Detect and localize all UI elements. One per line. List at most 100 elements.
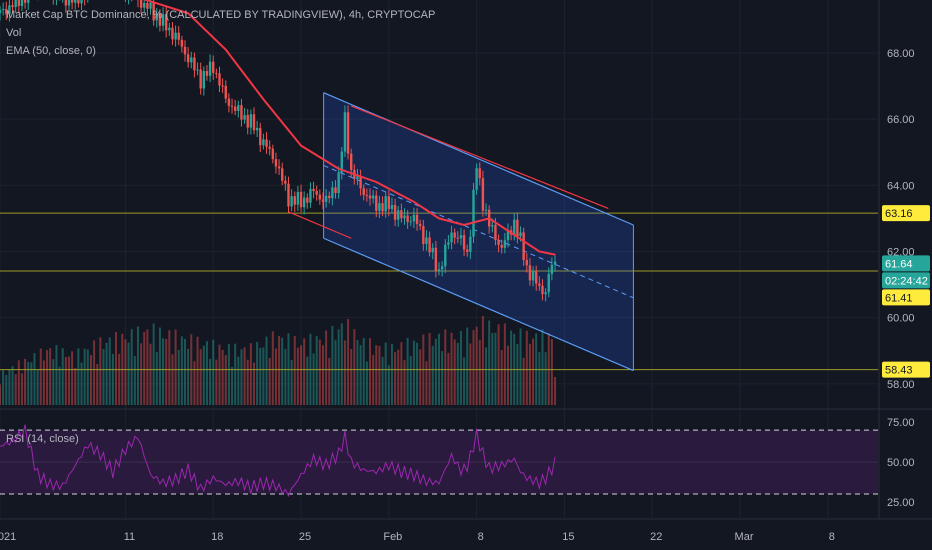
volume-bar <box>296 347 299 405</box>
candle-body <box>243 115 246 120</box>
volume-bar <box>108 337 111 405</box>
price-label-badge <box>882 205 930 222</box>
volume-bar <box>67 356 70 405</box>
volume-bar <box>77 348 80 405</box>
volume-bar <box>353 329 356 405</box>
volume-bar <box>246 359 249 405</box>
candle-body <box>237 105 240 111</box>
volume-bar <box>506 345 509 405</box>
volume-bar <box>5 374 8 405</box>
candle-body <box>375 195 378 211</box>
candle-body <box>384 196 387 212</box>
candle-body <box>252 114 256 131</box>
volume-bar <box>369 338 372 405</box>
volume-bar <box>328 357 331 405</box>
candle-body <box>553 261 557 265</box>
volume-bar <box>240 349 243 405</box>
candle-body <box>371 195 375 199</box>
candle-body <box>497 239 500 245</box>
time-tick-label: 8 <box>829 531 835 543</box>
volume-bar <box>365 361 368 405</box>
volume-bar <box>36 369 39 405</box>
volume-bar <box>111 353 114 405</box>
candle-body <box>362 188 365 196</box>
candle-body <box>350 153 353 170</box>
candle-body <box>161 14 165 26</box>
volume-bar <box>259 347 262 405</box>
rsi-tick-label: 25.00 <box>887 497 915 509</box>
candle-body <box>478 168 481 179</box>
candle-body <box>306 197 309 203</box>
volume-bar <box>300 345 303 405</box>
candle-body <box>400 210 403 219</box>
candle-body <box>74 0 77 3</box>
volume-bar <box>459 331 462 405</box>
volume-bar <box>406 338 409 405</box>
volume-bar <box>14 374 17 405</box>
volume-bar <box>86 349 89 405</box>
ema-legend[interactable]: EMA (50, close, 0) <box>6 45 96 57</box>
volume-bar <box>497 324 500 405</box>
volume-bar <box>528 343 531 405</box>
candle-body <box>500 244 503 248</box>
volume-bar <box>268 357 271 405</box>
volume-bar <box>306 356 309 405</box>
candle-body <box>378 203 381 211</box>
candle-body <box>259 127 262 146</box>
volume-bar <box>187 348 190 405</box>
volume-bar <box>337 329 340 405</box>
volume-bar <box>356 340 359 405</box>
channel-mid-line <box>323 164 634 299</box>
volume-bar <box>419 349 422 405</box>
volume-bar <box>522 357 525 405</box>
candle-body <box>340 151 343 173</box>
rsi-legend[interactable]: RSI (14, close) <box>6 433 79 445</box>
candle-body <box>491 225 494 227</box>
candle-body <box>11 5 14 8</box>
candle-body <box>20 0 24 7</box>
candle-body <box>190 57 193 63</box>
candle-body <box>519 232 522 237</box>
candle-body <box>1 8 5 10</box>
candle-body <box>456 237 460 239</box>
volume-bar <box>447 352 450 405</box>
candle-body <box>321 199 325 202</box>
volume-bar <box>362 337 365 405</box>
channel-lower-line <box>323 237 634 372</box>
volume-bar <box>516 343 519 405</box>
volume-bar <box>550 338 553 405</box>
volume-bar <box>80 362 83 405</box>
ema-line <box>143 0 556 256</box>
price-label-text: 63.16 <box>885 208 913 220</box>
volume-bar <box>494 332 497 405</box>
resistance-touch-line <box>350 105 609 210</box>
volume-bar <box>215 359 218 405</box>
time-tick-label: 15 <box>562 531 574 543</box>
candle-body <box>27 0 30 3</box>
candle-body <box>199 69 202 89</box>
volume-bar <box>27 361 30 405</box>
volume-bar <box>102 349 105 405</box>
candle-body <box>212 61 215 73</box>
candle-body <box>403 215 406 219</box>
volume-bar <box>463 357 466 405</box>
volume-legend[interactable]: Vol <box>6 27 22 39</box>
candle-body <box>484 209 488 211</box>
candle-body <box>459 235 463 239</box>
candle-body <box>249 114 253 128</box>
volume-bar <box>184 339 187 405</box>
volume-bar <box>441 351 444 405</box>
volume-bar <box>381 356 384 405</box>
volume-bar <box>541 329 544 405</box>
volume-bar <box>384 342 387 405</box>
candle-body <box>8 5 11 15</box>
rsi-tick-label: 75.00 <box>887 417 915 429</box>
candle-body <box>346 112 350 154</box>
candle-body <box>422 226 425 244</box>
candle-body <box>215 72 218 74</box>
candle-body <box>274 159 278 167</box>
candle-body <box>538 283 541 286</box>
volume-bar <box>450 332 453 405</box>
